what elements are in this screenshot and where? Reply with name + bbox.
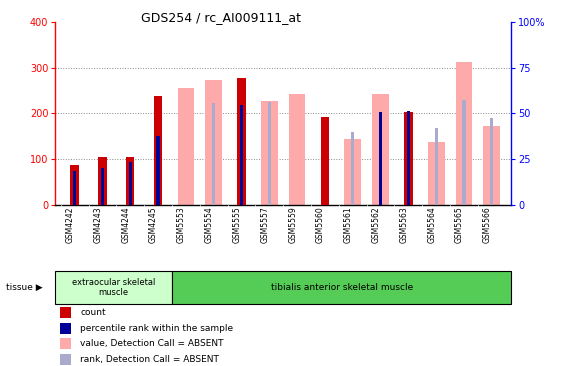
Bar	[178, 88, 194, 205]
Bar	[428, 142, 444, 205]
Bar	[268, 102, 271, 205]
Text: GSM5562: GSM5562	[372, 206, 381, 243]
Text: percentile rank within the sample: percentile rank within the sample	[80, 324, 234, 333]
Bar	[60, 323, 71, 334]
Bar	[238, 78, 246, 205]
Bar	[60, 338, 71, 349]
Bar	[126, 157, 134, 205]
Text: GSM5565: GSM5565	[455, 206, 464, 243]
Text: GDS254 / rc_AI009111_at: GDS254 / rc_AI009111_at	[141, 11, 301, 24]
Text: count: count	[80, 308, 106, 317]
Bar	[321, 117, 329, 205]
Bar	[289, 94, 306, 205]
Text: GSM5559: GSM5559	[288, 206, 297, 243]
Text: GSM5564: GSM5564	[427, 206, 436, 243]
Text: GSM4243: GSM4243	[94, 206, 102, 243]
Text: rank, Detection Call = ABSENT: rank, Detection Call = ABSENT	[80, 355, 219, 364]
Bar	[379, 112, 382, 205]
Bar	[404, 112, 413, 205]
Text: GSM5563: GSM5563	[399, 206, 408, 243]
Bar	[60, 354, 71, 365]
Text: GSM5560: GSM5560	[316, 206, 325, 243]
Text: GSM4242: GSM4242	[66, 206, 75, 243]
Text: tissue ▶: tissue ▶	[6, 283, 42, 292]
Text: GSM5561: GSM5561	[344, 206, 353, 243]
Bar	[456, 62, 472, 205]
Bar	[55, 271, 172, 304]
Bar	[128, 163, 132, 205]
Bar	[240, 105, 243, 205]
Bar	[60, 307, 71, 318]
Bar	[345, 139, 361, 205]
Text: tibialis anterior skeletal muscle: tibialis anterior skeletal muscle	[271, 283, 413, 292]
Text: GSM4245: GSM4245	[149, 206, 158, 243]
Bar	[462, 100, 466, 205]
Text: GSM5555: GSM5555	[232, 206, 242, 243]
Bar	[261, 101, 278, 205]
Bar	[73, 171, 76, 205]
Bar	[351, 132, 354, 205]
Bar	[435, 128, 438, 205]
Text: value, Detection Call = ABSENT: value, Detection Call = ABSENT	[80, 339, 224, 348]
Bar	[154, 96, 162, 205]
Bar	[98, 157, 107, 205]
Bar	[101, 168, 104, 205]
Text: GSM5566: GSM5566	[483, 206, 492, 243]
Text: GSM4244: GSM4244	[121, 206, 130, 243]
Text: GSM5554: GSM5554	[205, 206, 214, 243]
Text: GSM5557: GSM5557	[260, 206, 270, 243]
Bar	[483, 126, 500, 205]
Bar	[205, 80, 222, 205]
Bar	[172, 271, 511, 304]
Bar	[70, 165, 79, 205]
Bar	[407, 111, 410, 205]
Bar	[490, 118, 493, 205]
Bar	[372, 94, 389, 205]
Bar	[156, 137, 160, 205]
Text: extraocular skeletal
muscle: extraocular skeletal muscle	[72, 277, 155, 297]
Text: GSM5553: GSM5553	[177, 206, 186, 243]
Bar	[212, 103, 216, 205]
